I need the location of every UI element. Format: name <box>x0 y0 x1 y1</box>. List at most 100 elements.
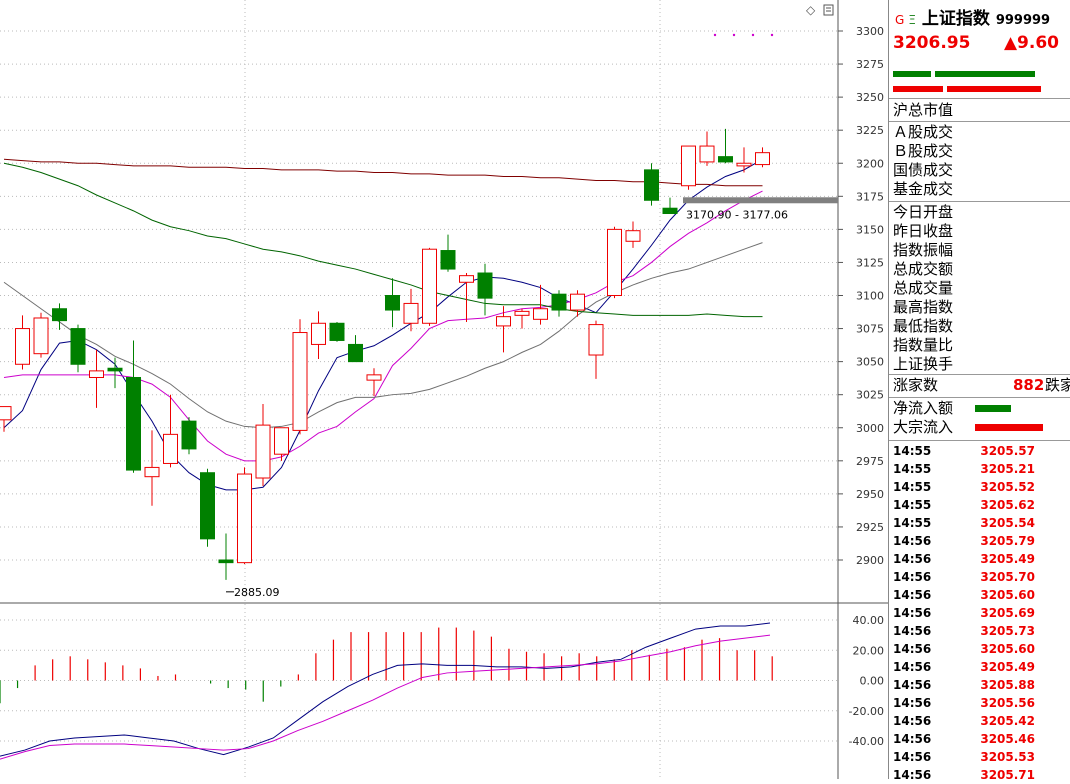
y-tick-label: 3000 <box>856 422 884 435</box>
advance-count-row: 涨家数 882 跌家 <box>893 376 1070 395</box>
advance-count: 882 <box>1013 376 1045 394</box>
candle-body <box>255 424 271 479</box>
ma-line <box>3 242 763 429</box>
candle-body <box>0 406 12 421</box>
candle-body <box>570 293 585 311</box>
candle-body <box>218 559 234 564</box>
tick-row: 14:55 3205.62 <box>893 496 1065 514</box>
block-inflow-label: 大宗流入 <box>893 418 954 436</box>
stat-label: 昨日收盘 <box>893 222 954 240</box>
tick-price: 3205.62 <box>980 498 1035 512</box>
last-price: 3206.95 <box>893 33 971 53</box>
stat-label: 最低指数 <box>893 317 954 335</box>
divider <box>889 121 1070 122</box>
candle-body <box>736 162 752 167</box>
tick-time: 14:56 <box>893 750 932 764</box>
candle-body <box>385 295 400 311</box>
tick-row: 14:55 3205.54 <box>893 514 1065 532</box>
tick-row: 14:56 3205.69 <box>893 604 1065 622</box>
marker-dot <box>751 33 755 37</box>
quote-panel: G Ξ 上证指数 999999 3206.95 ▲9.60 沪总市值 Ａ股成交 Ｂ股成… <box>888 0 1070 782</box>
tick-row: 14:56 3205.56 <box>893 694 1065 712</box>
tick-price: 3205.57 <box>980 444 1035 458</box>
macd-tick-label: 20.00 <box>853 644 885 657</box>
menu-icon[interactable]: Ξ <box>908 13 916 27</box>
candle-body <box>181 420 197 450</box>
stat-label: 上证换手 <box>893 355 954 373</box>
candle-body <box>422 248 437 324</box>
tick-price: 3205.60 <box>980 588 1035 602</box>
green-bar-2 <box>935 71 1035 77</box>
tick-time: 14:56 <box>893 570 932 584</box>
g-icon[interactable]: G <box>895 13 905 27</box>
kline-chart: 3300 3275 3250 3225 3200 3175 3150 3125 3100 3075… <box>0 0 888 779</box>
y-tick-label: 3300 <box>856 25 884 38</box>
tick-price: 3205.69 <box>980 606 1035 620</box>
tick-row: 14:56 3205.73 <box>893 622 1065 640</box>
tick-row: 14:56 3205.88 <box>893 676 1065 694</box>
index-header: G Ξ 上证指数 999999 <box>895 4 1050 29</box>
candle-body <box>348 343 363 363</box>
marker-dot <box>770 33 774 37</box>
index-name: 上证指数 <box>921 9 990 29</box>
net-inflow-bar <box>975 405 1011 412</box>
candle-body <box>52 308 67 322</box>
macd-tick-label: -20.00 <box>849 705 884 718</box>
tick-time: 14:55 <box>893 516 932 530</box>
candle-body <box>718 156 733 163</box>
tick-time: 14:56 <box>893 768 932 782</box>
candle-body <box>329 322 345 341</box>
tick-row: 14:56 3205.71 <box>893 766 1065 784</box>
tick-price: 3205.49 <box>980 660 1035 674</box>
marker-dot <box>713 33 717 37</box>
tick-price: 3205.88 <box>980 678 1035 692</box>
stat-label: 指数量比 <box>893 336 954 354</box>
tick-time: 14:56 <box>893 714 932 728</box>
ma-line <box>3 158 763 187</box>
candle-body <box>551 293 567 311</box>
candle-body <box>644 169 659 201</box>
tick-row: 14:56 3205.70 <box>893 568 1065 586</box>
y-tick-label: 3100 <box>856 290 884 303</box>
tick-row: 14:56 3205.53 <box>893 748 1065 766</box>
y-tick-label: 3150 <box>856 223 884 236</box>
candle-body <box>107 367 123 372</box>
ma-line <box>3 162 763 318</box>
candle-body <box>366 374 382 381</box>
stat-label: 沪总市值 <box>893 101 954 119</box>
candle-body <box>607 228 622 296</box>
y-tick-label: 2975 <box>856 455 884 468</box>
tick-price: 3205.79 <box>980 534 1035 548</box>
tick-time: 14:56 <box>893 606 932 620</box>
candle-body <box>496 316 511 327</box>
tick-row: 14:56 3205.46 <box>893 730 1065 748</box>
low-annotation: 2885.09 <box>234 586 280 599</box>
tick-time: 14:56 <box>893 660 932 674</box>
tick-time: 14:55 <box>893 444 932 458</box>
y-tick-label: 3250 <box>856 91 884 104</box>
tick-time: 14:56 <box>893 696 932 710</box>
ma-line <box>3 158 763 491</box>
stat-label: 指数振幅 <box>893 241 954 259</box>
divider <box>889 397 1070 398</box>
green-bar-1 <box>893 71 931 77</box>
tick-price: 3205.60 <box>980 642 1035 656</box>
stat-label: 总成交量 <box>893 279 954 297</box>
tick-price: 3205.56 <box>980 696 1035 710</box>
y-tick-label: 3025 <box>856 389 884 402</box>
tick-time: 14:56 <box>893 732 932 746</box>
y-tick-label: 3175 <box>856 190 884 203</box>
candle-body <box>33 317 49 355</box>
y-tick-label: 3125 <box>856 256 884 269</box>
tick-row: 14:56 3205.42 <box>893 712 1065 730</box>
price-change: ▲9.60 <box>1003 33 1059 53</box>
stat-label: Ａ股成交 <box>893 123 954 141</box>
stat-label: 今日开盘 <box>893 203 954 221</box>
tick-price: 3205.52 <box>980 480 1035 494</box>
index-code: 999999 <box>995 13 1051 28</box>
tick-time: 14:56 <box>893 552 932 566</box>
red-bar-2 <box>947 86 1041 92</box>
stat-label: 最高指数 <box>893 298 954 316</box>
tick-price: 3205.21 <box>980 462 1035 476</box>
block-inflow-bar <box>975 424 1043 431</box>
